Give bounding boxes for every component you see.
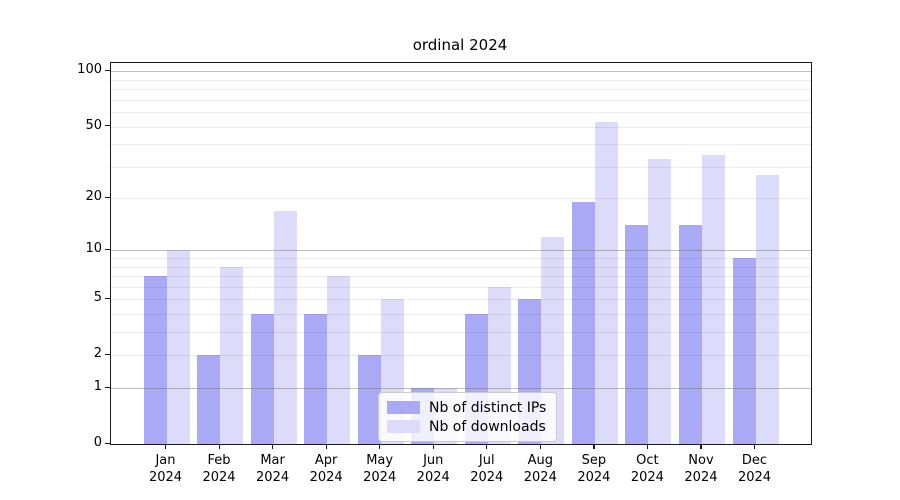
y-minor-gridline	[111, 99, 811, 101]
y-tick-mark	[105, 196, 110, 198]
y-tick-label: 50	[85, 117, 102, 133]
x-tick-mark	[165, 444, 167, 449]
y-tick-label: 5	[93, 290, 102, 306]
y-major-gridline	[111, 388, 811, 389]
x-tick-label-year: 2024	[684, 470, 718, 485]
legend-item: Nb of downloads	[387, 417, 546, 436]
bar-downloads	[273, 210, 297, 444]
legend-label: Nb of distinct IPs	[429, 399, 547, 416]
y-major-gridline	[111, 250, 811, 252]
x-tick-mark	[486, 444, 488, 449]
x-tick-mark	[325, 444, 327, 449]
x-tick-label-year: 2024	[577, 470, 611, 485]
x-tick-mark	[539, 444, 541, 449]
y-tick-label: 100	[77, 62, 102, 78]
x-tick-label: Dec 2024	[725, 452, 785, 486]
x-tick-label: Jan 2024	[136, 452, 196, 486]
y-minor-gridline	[111, 89, 811, 91]
y-tick-mark	[105, 69, 110, 72]
bar-downloads	[220, 266, 244, 444]
x-tick-label-year: 2024	[202, 470, 236, 485]
bar-downloads	[648, 159, 672, 444]
x-tick-mark	[754, 444, 756, 449]
y-minor-gridline	[111, 126, 811, 128]
x-tick-label: Feb 2024	[189, 452, 249, 486]
x-tick-label-year: 2024	[256, 470, 290, 485]
x-tick-label: Aug 2024	[510, 452, 570, 486]
x-tick-label-year: 2024	[523, 470, 557, 485]
x-tick-label-year: 2024	[363, 470, 397, 485]
bar-distinct-ips	[143, 276, 167, 444]
bar-distinct-ips	[732, 258, 756, 444]
y-tick-mark	[105, 353, 110, 355]
x-tick-mark	[218, 444, 220, 449]
bar-downloads	[327, 276, 351, 444]
x-tick-mark	[646, 444, 649, 449]
y-minor-gridline	[111, 266, 811, 268]
x-tick-label-year: 2024	[737, 470, 772, 485]
legend-swatch-icon	[387, 401, 420, 414]
bar-downloads	[701, 154, 725, 444]
y-minor-gridline	[111, 276, 811, 278]
x-tick-label: Nov 2024	[671, 452, 731, 486]
bar-distinct-ips	[625, 225, 649, 444]
y-minor-gridline	[111, 286, 811, 288]
bar-downloads	[166, 250, 190, 444]
legend-item: Nb of distinct IPs	[387, 398, 546, 417]
y-tick-mark	[105, 297, 110, 299]
plot-area	[110, 62, 812, 445]
bar-distinct-ips	[250, 314, 274, 444]
y-major-gridline	[111, 71, 811, 73]
y-minor-gridline	[111, 166, 811, 168]
bar-downloads	[594, 121, 618, 444]
x-tick-label-year: 2024	[630, 470, 664, 485]
bar-distinct-ips	[678, 225, 702, 444]
y-tick-label: 10	[85, 241, 102, 257]
y-tick-label: 20	[85, 189, 102, 205]
y-tick-label: 1	[93, 379, 102, 395]
x-tick-label-year: 2024	[470, 470, 504, 485]
bar-downloads	[755, 174, 779, 444]
x-tick-label: May 2024	[350, 452, 410, 486]
y-minor-gridline	[111, 112, 811, 114]
x-tick-mark	[700, 444, 702, 449]
y-minor-gridline	[111, 299, 811, 301]
x-tick-label: Mar 2024	[243, 452, 303, 486]
x-tick-label: Jun 2024	[403, 452, 463, 486]
y-tick-mark	[105, 442, 110, 444]
x-tick-label: Oct 2024	[617, 452, 677, 486]
x-tick-mark	[432, 444, 434, 449]
y-minor-gridline	[111, 332, 811, 334]
y-tick-label: 2	[93, 346, 102, 362]
y-minor-gridline	[111, 198, 811, 200]
x-tick-label: Jul 2024	[457, 452, 517, 486]
x-tick-mark	[593, 444, 595, 449]
legend-swatch-icon	[387, 420, 420, 433]
bar-distinct-ips	[571, 202, 595, 444]
bar-distinct-ips	[197, 355, 221, 444]
y-minor-gridline	[111, 355, 811, 357]
y-minor-gridline	[111, 314, 811, 315]
bar-distinct-ips	[304, 314, 328, 444]
y-tick-mark	[105, 125, 110, 127]
x-tick-label-year: 2024	[416, 470, 450, 485]
y-minor-gridline	[111, 144, 811, 146]
x-tick-label-year: 2024	[148, 470, 183, 485]
y-tick-label: 0	[93, 435, 102, 450]
y-minor-gridline	[111, 79, 811, 81]
y-minor-gridline	[111, 258, 811, 260]
x-tick-mark	[379, 444, 381, 449]
y-tick-mark	[105, 386, 110, 388]
legend-label: Nb of downloads	[429, 418, 546, 435]
y-tick-mark	[105, 248, 110, 251]
x-tick-mark	[272, 444, 274, 449]
bar-distinct-ips	[357, 355, 381, 444]
chart-title: ordinal 2024	[412, 36, 508, 54]
legend: Nb of distinct IPs Nb of downloads	[378, 392, 558, 442]
x-tick-label-year: 2024	[309, 470, 343, 485]
x-tick-label: Apr 2024	[296, 452, 356, 486]
x-tick-label: Sep 2024	[564, 452, 624, 486]
